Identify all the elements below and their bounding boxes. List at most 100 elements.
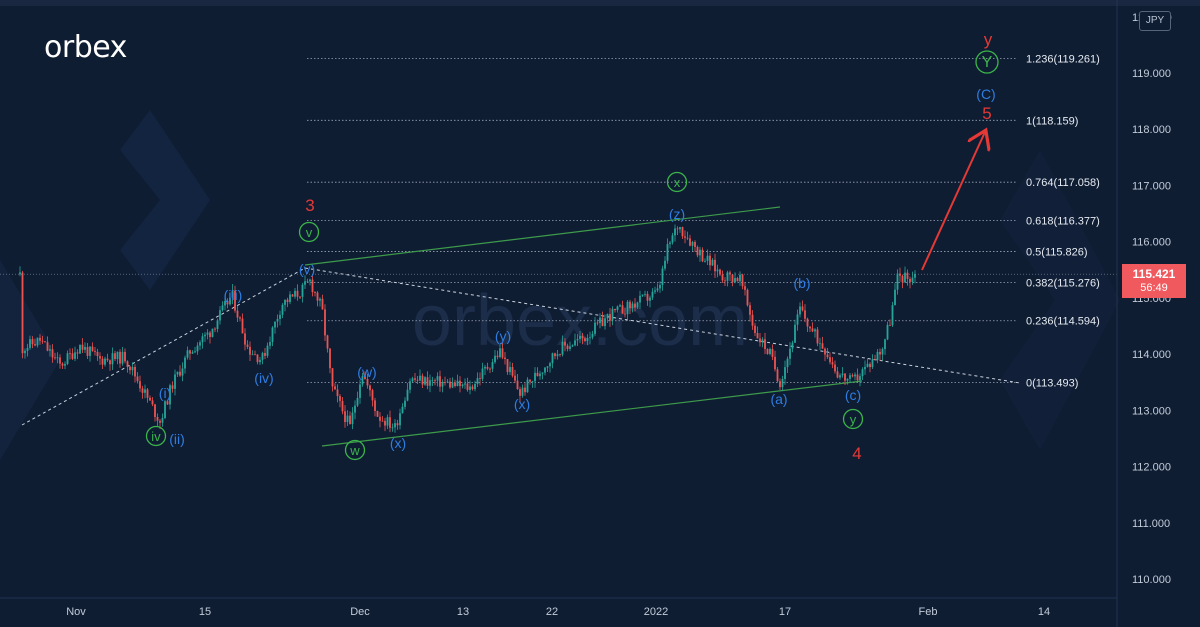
candle-body xyxy=(471,386,474,390)
candle-body xyxy=(669,242,671,245)
candle-body xyxy=(869,363,871,368)
candle-body xyxy=(579,335,581,339)
fib-level-label: 0.382(115.276) xyxy=(1026,277,1100,289)
candle-body xyxy=(389,417,391,428)
candle-body xyxy=(871,359,874,368)
candle-body xyxy=(516,380,519,390)
candle-body xyxy=(449,381,451,388)
candle-body xyxy=(529,379,531,382)
y-tick-label: 116.000 xyxy=(1132,237,1171,249)
fibonacci-levels: 1.236(119.261) 1(118.159) 0.764(117.058) 0.… xyxy=(0,53,1117,390)
candle-body xyxy=(584,338,586,342)
candle-body xyxy=(671,235,674,243)
candle-body xyxy=(834,364,836,372)
candle-body xyxy=(719,269,721,275)
candle-body xyxy=(204,334,206,337)
wave-labels: 3 4 5 y (C) (i) (ii) (iii) (iv) (v) (w) (x) (y) (x) (z… xyxy=(145,30,999,463)
wave-label: 5 xyxy=(982,104,991,123)
candle-body xyxy=(301,284,304,297)
candle-body xyxy=(296,290,299,297)
candle-body xyxy=(361,376,364,385)
candle-body xyxy=(536,372,539,377)
candle-body xyxy=(889,324,891,326)
candle-body xyxy=(106,358,109,361)
candle-body xyxy=(334,386,336,390)
candle-body xyxy=(446,381,449,383)
currency-badge[interactable]: JPY xyxy=(1139,11,1171,31)
candle-body xyxy=(901,275,904,283)
wave-label: (C) xyxy=(976,86,995,102)
candle-body xyxy=(189,350,191,354)
candle-body xyxy=(696,246,699,256)
candle-body xyxy=(519,389,521,396)
candle-body xyxy=(771,348,774,357)
candle-body xyxy=(491,362,494,369)
candle-body xyxy=(894,289,896,306)
candle-body xyxy=(546,366,549,368)
candle-body xyxy=(171,385,174,389)
wave-label: Y xyxy=(982,54,993,71)
candle-body xyxy=(144,389,146,393)
candle-body xyxy=(39,337,41,341)
candle-body xyxy=(159,420,161,423)
candle-body xyxy=(31,339,34,345)
candle-body xyxy=(464,383,466,385)
candle-body xyxy=(359,384,361,398)
candle-body xyxy=(914,273,916,278)
candle-body xyxy=(476,378,479,384)
candle-body xyxy=(191,352,194,354)
candle-body xyxy=(429,380,431,386)
candle-body xyxy=(484,366,486,369)
candle-body xyxy=(711,259,714,266)
candle-body xyxy=(99,356,101,359)
y-tick-label: 112.000 xyxy=(1132,462,1171,474)
candle-body xyxy=(284,299,286,305)
wave-label: (iii) xyxy=(224,287,243,303)
candle-body xyxy=(116,351,119,360)
candle-body xyxy=(714,259,716,272)
wave-label: (y) xyxy=(495,328,511,344)
candle-body xyxy=(904,272,906,283)
candle-body xyxy=(486,366,489,369)
candle-body xyxy=(651,291,654,298)
candle-body xyxy=(84,346,86,350)
candle-body xyxy=(71,353,74,359)
candle-body xyxy=(881,349,884,355)
candle-body xyxy=(264,353,266,356)
candle-body xyxy=(174,374,176,389)
wave-label: y xyxy=(984,30,993,49)
candle-body xyxy=(739,274,741,282)
candle-body xyxy=(326,335,329,349)
candle-body xyxy=(396,423,399,426)
candle-body xyxy=(731,274,734,283)
candle-body xyxy=(534,372,536,382)
candle-body xyxy=(741,274,744,287)
candle-body xyxy=(104,358,106,365)
candle-body xyxy=(594,322,596,334)
candle-body xyxy=(36,337,39,346)
candle-body xyxy=(371,390,374,401)
candle-body xyxy=(679,227,681,230)
candle-body xyxy=(184,357,186,369)
y-tick-label: 117.000 xyxy=(1132,180,1171,192)
candle-body xyxy=(214,328,216,330)
candle-body xyxy=(266,345,269,356)
candle-body xyxy=(201,336,204,343)
candle-body xyxy=(196,345,199,352)
candle-body xyxy=(754,325,756,333)
candle-body xyxy=(364,376,366,380)
candle-body xyxy=(509,367,511,373)
candle-body xyxy=(231,290,234,298)
candle-body xyxy=(256,354,259,363)
trend-lines xyxy=(21,132,1021,447)
wave-label: x xyxy=(674,175,681,190)
candle-body xyxy=(46,342,49,351)
candle-body xyxy=(654,290,656,292)
candle-body xyxy=(26,347,29,351)
candle-body xyxy=(761,339,764,343)
candle-body xyxy=(891,305,894,326)
candle-body xyxy=(431,380,434,382)
candle-body xyxy=(489,368,491,370)
candle-body xyxy=(91,346,94,352)
